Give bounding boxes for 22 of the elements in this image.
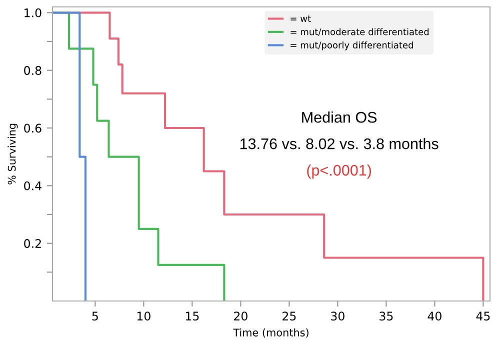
y-tick-label: 0.4 <box>24 181 42 190</box>
annotation: 13.76 vs. 8.02 vs. 3.8 months <box>240 138 438 150</box>
annotation: Median OS <box>302 112 377 123</box>
y-axis-title: % Surviving <box>8 124 18 184</box>
legend-label: = wt <box>290 16 311 22</box>
annotation: (p<.0001) <box>307 164 372 179</box>
y-tick-label: 1.0 <box>24 8 42 18</box>
x-axis-title: Time (months) <box>233 328 308 338</box>
x-tick-label: 30 <box>331 312 344 321</box>
x-tick-label: 40 <box>428 312 442 321</box>
x-tick-label: 10 <box>137 312 150 321</box>
x-tick-label: 15 <box>186 312 199 321</box>
x-tick-label: 20 <box>234 312 248 321</box>
y-tick-label: 0.8 <box>24 66 42 75</box>
x-tick-label: 25 <box>282 312 296 321</box>
legend-label: = mut/poorly differentiated <box>290 42 413 50</box>
x-tick-label: 45 <box>476 312 490 321</box>
y-tick-label: 0.6 <box>24 124 42 133</box>
legend-label: = mut/moderate differentiated <box>290 28 429 36</box>
x-tick-label: 5 <box>92 312 98 321</box>
x-tick-label: 35 <box>380 312 393 321</box>
y-tick-label: 0.2 <box>24 239 41 248</box>
